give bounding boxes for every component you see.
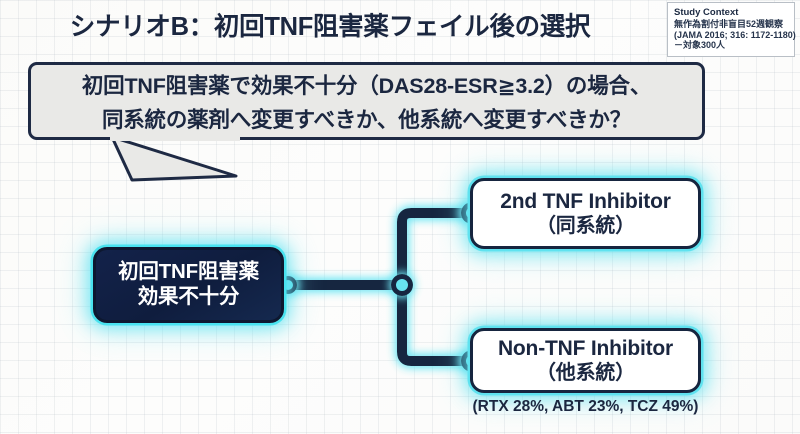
question-line-1: 初回TNF阻害薬で効果不十分（DAS28-ESR≧3.2）の場合、 — [81, 73, 652, 98]
study-context-line-3: －対象300人 — [674, 40, 726, 51]
start-node-line-2: 効果不十分 — [137, 285, 240, 308]
branch-non-tnf-caption: (RTX 28%, ABT 23%, TCZ 49%) — [472, 398, 699, 415]
flow-node-2nd-tnf-inhibitor[interactable]: 2nd TNF Inhibitor （同系統） — [470, 178, 701, 249]
flow-node-non-tnf-inhibitor[interactable]: Non-TNF Inhibitor （他系統） — [470, 328, 701, 393]
page-title: シナリオB：初回TNF阻害薬フェイル後の選択 — [69, 13, 591, 41]
branch-non-tnf-line-2: （他系統） — [536, 362, 635, 385]
start-node-line-1: 初回TNF阻害薬 — [118, 260, 259, 284]
study-context-line-1: 無作為割付非盲目52週観察 — [674, 19, 784, 30]
branch-2nd-tnf-line-2: （同系統） — [536, 215, 635, 238]
study-context-card: Study Context 無作為割付非盲目52週観察 (JAMA 2016; … — [667, 2, 796, 58]
study-context-heading: Study Context — [674, 7, 739, 18]
branch-2nd-tnf-line-1: 2nd TNF Inhibitor — [500, 189, 671, 213]
flow-node-start[interactable]: 初回TNF阻害薬 効果不十分 — [93, 247, 284, 323]
branch-non-tnf-line-1: Non-TNF Inhibitor — [497, 336, 674, 360]
study-context-line-2: (JAMA 2016; 316: 1172-1180) — [674, 29, 796, 40]
question-line-2: 同系統の薬剤へ変更すべきか、他系統へ変更すべきか？ — [101, 107, 632, 132]
callout-tail-icon — [110, 136, 240, 182]
question-callout: 初回TNF阻害薬で効果不十分（DAS28-ESR≧3.2）の場合、 同系統の薬剤… — [28, 62, 705, 140]
